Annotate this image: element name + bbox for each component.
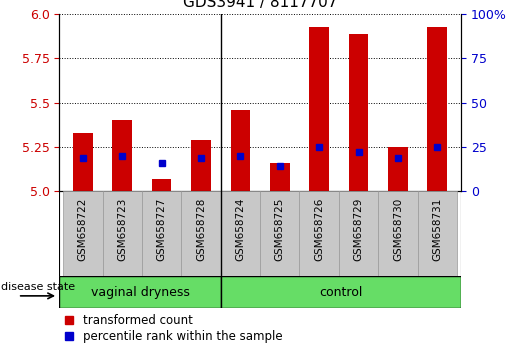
Bar — [418, 191, 457, 276]
Text: GSM658731: GSM658731 — [432, 198, 442, 261]
Legend: transformed count, percentile rank within the sample: transformed count, percentile rank withi… — [65, 314, 282, 343]
Bar — [339, 191, 378, 276]
Text: vaginal dryness: vaginal dryness — [91, 286, 190, 298]
Text: GSM658726: GSM658726 — [314, 198, 324, 261]
Bar — [427, 27, 447, 191]
Bar — [152, 179, 171, 191]
Bar — [112, 120, 132, 191]
Bar — [221, 276, 461, 308]
Text: GSM658725: GSM658725 — [275, 198, 285, 261]
Bar — [102, 191, 142, 276]
Text: GSM658723: GSM658723 — [117, 198, 127, 261]
Bar — [73, 133, 93, 191]
Bar — [260, 191, 299, 276]
Bar — [299, 191, 339, 276]
Title: GDS3941 / 8117707: GDS3941 / 8117707 — [183, 0, 337, 10]
Bar — [63, 191, 102, 276]
Bar — [221, 191, 260, 276]
Text: control: control — [319, 286, 363, 298]
Bar — [270, 163, 289, 191]
Bar — [349, 34, 368, 191]
Bar — [59, 276, 221, 308]
Text: GSM658724: GSM658724 — [235, 198, 245, 261]
Bar — [142, 191, 181, 276]
Bar — [231, 110, 250, 191]
Text: disease state: disease state — [1, 282, 75, 292]
Text: GSM658730: GSM658730 — [393, 198, 403, 261]
Bar — [378, 191, 418, 276]
Text: GSM658722: GSM658722 — [78, 198, 88, 261]
Bar — [388, 147, 408, 191]
Bar — [181, 191, 221, 276]
Text: GSM658729: GSM658729 — [353, 198, 364, 261]
Bar — [191, 140, 211, 191]
Bar — [310, 27, 329, 191]
Text: GSM658728: GSM658728 — [196, 198, 206, 261]
Text: GSM658727: GSM658727 — [157, 198, 167, 261]
